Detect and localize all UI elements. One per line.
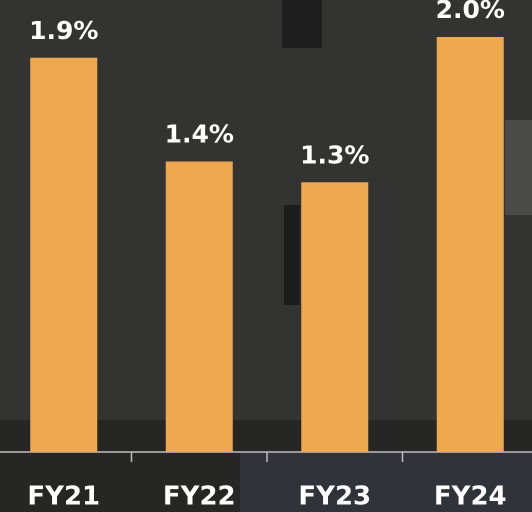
value-label: 1.4% <box>165 120 234 149</box>
x-tick-label: FY24 <box>434 482 507 512</box>
bar <box>30 58 97 452</box>
window <box>284 205 300 305</box>
page: {"chart_data": {"type": "bar", "categori… <box>0 0 532 512</box>
x-tick-label: FY23 <box>298 482 371 512</box>
window <box>505 120 532 215</box>
value-label: 2.0% <box>436 0 505 24</box>
bar <box>437 37 504 452</box>
x-tick-label: FY22 <box>163 482 236 512</box>
window <box>282 0 322 48</box>
chart: 1.9% FY21 1.4% FY22 1.3% FY23 2.0% FY24 <box>0 0 532 512</box>
bar <box>301 182 368 452</box>
bar <box>166 162 233 453</box>
value-label: 1.3% <box>300 140 369 169</box>
value-label: 1.9% <box>29 16 98 45</box>
x-tick-label: FY21 <box>27 482 100 512</box>
